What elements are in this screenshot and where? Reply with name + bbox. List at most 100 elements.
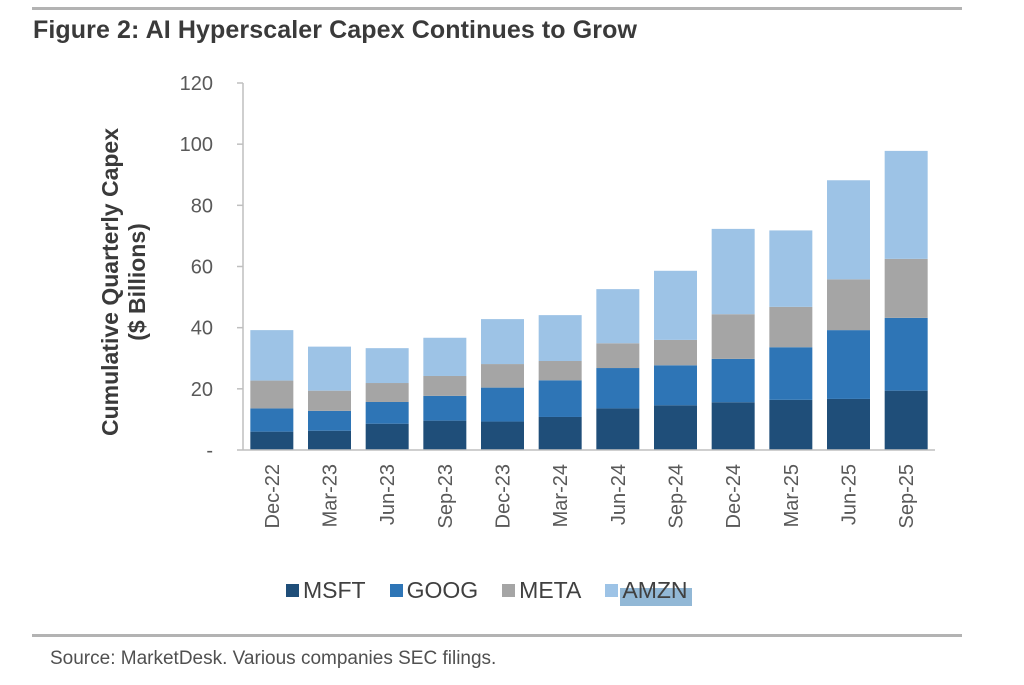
legend-label-meta: META <box>519 577 582 603</box>
bar-segment-goog <box>365 401 409 424</box>
x-axis: Dec-22 Mar-23 Jun-23 Sep-23 Dec-23 Mar-24 Jun-… <box>243 449 935 529</box>
bar-segment-goog <box>423 395 467 421</box>
bar-segment-meta <box>769 306 813 348</box>
bar-segment-meta <box>250 380 294 409</box>
y-tick-label: 100 <box>180 134 213 156</box>
bar-stack <box>769 230 813 450</box>
y-tick-label: 40 <box>191 318 213 340</box>
bar-segment-meta <box>538 361 582 381</box>
y-axis-title: Cumulative Quarterly Capex ($ Billions) <box>97 128 150 436</box>
y-tick-label: 120 <box>180 73 213 95</box>
y-tick-label: 20 <box>191 379 213 401</box>
bar-stack <box>365 348 409 450</box>
x-tick-label: Jun-23 <box>377 464 399 525</box>
legend-swatch-goog <box>389 584 403 597</box>
source-note: Source: MarketDesk. Various companies SE… <box>50 648 497 669</box>
bar-segment-meta <box>827 279 870 331</box>
bar-stack <box>711 228 755 450</box>
bar-segment-msft <box>596 408 640 450</box>
bar-segment-meta <box>596 343 640 369</box>
x-tick-label: Sep-23 <box>435 464 457 529</box>
bar-stack <box>654 270 697 450</box>
bar-stack <box>423 337 467 450</box>
bar-segment-meta <box>423 375 467 396</box>
bar-segment-goog <box>827 330 870 399</box>
legend-label-msft: MSFT <box>303 577 366 603</box>
figure-title: Figure 2: AI Hyperscaler Capex Continues… <box>33 16 638 44</box>
bar-segment-msft <box>769 399 813 450</box>
bar-segment-amzn <box>308 346 351 391</box>
legend-label-goog: GOOG <box>406 577 479 603</box>
x-tick-label: Sep-25 <box>896 464 918 529</box>
x-tick-label: Dec-22 <box>262 464 284 528</box>
bar-stack <box>596 289 640 450</box>
bar-segment-goog <box>654 365 697 406</box>
x-tick-label: Dec-24 <box>723 464 745 528</box>
bar-segment-meta <box>654 339 697 366</box>
top-rule <box>32 7 962 10</box>
bar-segment-goog <box>711 358 755 403</box>
bar-segment-meta <box>308 390 351 411</box>
bar-segment-amzn <box>711 228 755 315</box>
legend-item-msft: MSFT <box>286 577 366 604</box>
bar-segment-msft <box>308 430 351 450</box>
bar-segment-amzn <box>538 315 582 362</box>
y-axis-title-line-1: Cumulative Quarterly Capex <box>97 128 123 436</box>
legend-label-amzn-wrap: AMZN <box>620 577 692 606</box>
bar-segment-amzn <box>365 348 409 384</box>
bar-segment-msft <box>481 421 524 450</box>
bar-segment-meta <box>711 314 755 359</box>
legend-item-amzn: AMZN <box>605 577 692 606</box>
x-tick-label: Sep-24 <box>666 464 688 529</box>
bar-segment-msft <box>250 431 294 450</box>
bar-stack <box>884 150 928 450</box>
y-axis: - 20 40 60 80 100 120 <box>180 73 244 462</box>
bar-segment-msft <box>654 405 697 450</box>
bar-segment-goog <box>250 408 294 432</box>
text-selection-highlight <box>620 588 692 606</box>
bar-segment-msft <box>365 423 409 450</box>
bar-segment-goog <box>538 380 582 417</box>
x-tick-label: Dec-23 <box>493 464 515 528</box>
bar-segment-msft <box>538 416 582 450</box>
bar-segment-meta <box>481 364 524 388</box>
bar-stack <box>827 180 870 450</box>
bar-segment-meta <box>365 383 409 402</box>
bar-segment-amzn <box>423 337 467 376</box>
bar-segment-goog <box>481 387 524 422</box>
legend-swatch-msft <box>286 584 299 597</box>
bar-segment-msft <box>884 390 928 450</box>
x-tick-label: Jun-25 <box>839 464 861 525</box>
legend-item-meta: META <box>502 577 581 604</box>
x-tick-label: Mar-23 <box>320 464 342 527</box>
bar-segment-amzn <box>654 270 697 340</box>
bottom-rule <box>32 634 962 637</box>
y-tick-label: 60 <box>191 257 213 279</box>
legend-swatch-amzn <box>605 584 619 597</box>
bar-segment-goog <box>596 368 640 409</box>
legend-swatch-meta <box>502 584 516 597</box>
bar-segment-msft <box>423 420 467 450</box>
bar-stack <box>250 330 294 450</box>
y-axis-title-line-2: ($ Billions) <box>124 223 150 341</box>
bar-segment-meta <box>884 258 928 318</box>
legend-item-goog: GOOG <box>389 577 479 604</box>
y-tick-label: - <box>206 440 213 462</box>
bar-segment-msft <box>827 398 870 450</box>
bar-segment-amzn <box>250 330 294 381</box>
bar-segment-amzn <box>596 289 640 344</box>
legend-label-amzn: AMZN <box>622 577 688 603</box>
bar-segment-amzn <box>481 319 524 365</box>
bars <box>250 150 928 450</box>
x-tick-label: Mar-25 <box>781 464 803 527</box>
bar-segment-goog <box>884 317 928 391</box>
bar-segment-amzn <box>769 230 813 307</box>
bar-stack <box>481 319 524 450</box>
x-tick-label: Mar-24 <box>550 464 572 527</box>
bar-segment-goog <box>769 347 813 400</box>
bar-stack <box>538 315 582 450</box>
y-tick-label: 80 <box>191 195 213 217</box>
bar-stack <box>308 346 351 450</box>
bar-segment-amzn <box>884 150 928 259</box>
